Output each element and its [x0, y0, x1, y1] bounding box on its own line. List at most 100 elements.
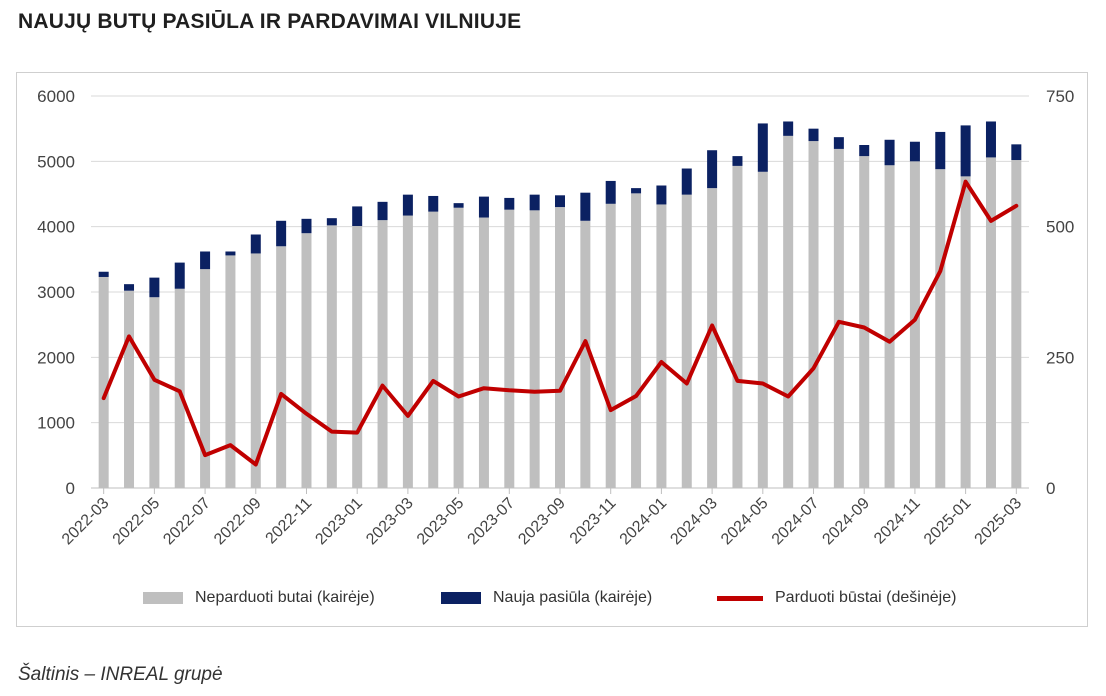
bar-new-supply	[529, 194, 540, 211]
bar-new-supply	[98, 271, 109, 277]
bar-new-supply	[478, 196, 489, 218]
bar-unsold	[301, 233, 312, 488]
y-right-tick-label: 250	[1046, 348, 1074, 367]
bar-new-supply	[884, 139, 895, 166]
bar-unsold	[859, 156, 870, 488]
bar-unsold	[529, 210, 540, 489]
x-tick-label: 2024-05	[718, 495, 772, 549]
bar-unsold	[884, 165, 895, 488]
x-tick-label: 2024-11	[871, 495, 924, 548]
bar-unsold	[605, 203, 616, 489]
bar-unsold	[935, 169, 946, 488]
x-tick-label: 2023-05	[414, 495, 468, 549]
bar-unsold	[402, 215, 413, 488]
bar-unsold	[580, 220, 591, 488]
source-note: Šaltinis – INREAL grupė	[18, 664, 223, 685]
bar-new-supply	[301, 218, 312, 234]
bar-unsold	[200, 269, 211, 488]
bar-unsold	[478, 217, 489, 488]
y-left-tick-label: 4000	[37, 218, 75, 237]
line-sold	[101, 179, 1019, 467]
x-tick-label: 2023-11	[567, 495, 620, 548]
bar-unsold	[555, 207, 565, 489]
bar-unsold	[656, 204, 667, 488]
bar-new-supply	[124, 284, 135, 291]
bar-new-supply	[276, 220, 287, 247]
bar-new-supply	[985, 121, 996, 158]
chart-frame: 0 1000 2000 3000 4000 5000 6000 0 250 500 750 2022-…	[16, 72, 1088, 627]
bar-new-supply	[149, 277, 160, 298]
bar-unsold	[276, 246, 287, 488]
y-left-tick-label: 6000	[37, 87, 75, 106]
x-tick-label: 2023-07	[465, 495, 519, 549]
bar-new-supply	[808, 128, 819, 142]
x-tick-label: 2023-01	[312, 495, 366, 549]
bar-unsold	[631, 193, 642, 488]
x-tick-label: 2024-03	[667, 495, 721, 549]
bar-new-supply	[250, 234, 261, 254]
bar-new-supply	[833, 137, 844, 149]
chart-svg: 0 1000 2000 3000 4000 5000 6000 0 250 500 750 2022-…	[37, 87, 1074, 549]
bar-unsold	[428, 211, 439, 488]
bar-new-supply	[555, 195, 565, 208]
legend-swatch-sold	[717, 595, 763, 601]
bar-unsold	[149, 297, 160, 488]
bar-unsold	[174, 288, 185, 488]
legend-swatch-unsold	[143, 592, 183, 604]
bar-new-supply	[326, 218, 337, 226]
bar-new-supply	[909, 141, 920, 162]
bar-new-supply	[174, 262, 185, 289]
bar-unsold	[909, 161, 920, 488]
bar-unsold	[681, 194, 692, 489]
legend-item-new-supply: Nauja pasiūla (kairėje)	[441, 585, 652, 611]
x-tick-label: 2024-09	[820, 495, 874, 549]
x-tick-label: 2024-07	[769, 495, 823, 549]
bar-unsold	[960, 176, 971, 489]
bar-unsold	[504, 209, 515, 488]
bar-new-supply	[656, 185, 667, 205]
legend-label-sold: Parduoti būstai (dešinėje)	[775, 589, 957, 606]
legend-swatch-new-supply	[441, 592, 481, 604]
bar-unsold	[732, 165, 743, 488]
bar-new-supply	[631, 188, 642, 194]
bar-new-supply	[681, 168, 692, 195]
bar-new-supply	[935, 131, 946, 170]
bar-new-supply	[960, 125, 971, 177]
x-tick-label: 2025-01	[921, 495, 975, 549]
y-left-tick-label: 0	[66, 479, 75, 498]
bar-new-supply	[402, 194, 413, 216]
bar-unsold	[352, 226, 363, 488]
bar-new-supply	[225, 251, 236, 256]
bar-new-supply	[352, 206, 363, 227]
legend-label-new-supply: Nauja pasiūla (kairėje)	[493, 589, 653, 606]
bar-new-supply	[504, 197, 515, 210]
bar-unsold	[377, 220, 388, 488]
bar-new-supply	[732, 156, 743, 166]
bar-new-supply	[707, 150, 718, 189]
bar-new-supply	[377, 201, 388, 221]
y-left-tick-label: 1000	[37, 414, 75, 433]
y-left-tick-label: 5000	[37, 152, 75, 171]
bar-new-supply	[200, 251, 211, 270]
legend-item-sold: Parduoti būstai (dešinėje)	[717, 585, 956, 611]
y-right-tick-label: 0	[1046, 479, 1055, 498]
x-tick-label: 2024-01	[617, 495, 671, 549]
bar-unsold	[1011, 160, 1022, 488]
bar-unsold	[783, 135, 794, 488]
x-tick-label: 2025-03	[972, 495, 1026, 549]
bar-new-supply	[428, 195, 439, 212]
bar-unsold	[98, 276, 109, 488]
x-tick-label: 2023-09	[515, 495, 569, 549]
bar-new-supply	[859, 145, 870, 157]
x-tick-label: 2022-03	[59, 495, 113, 549]
x-tick-label: 2022-11	[263, 495, 316, 548]
bar-unsold	[808, 141, 819, 488]
y-left-tick-label: 2000	[37, 348, 75, 367]
x-tick-label: 2022-07	[160, 495, 214, 549]
bar-unsold	[757, 171, 768, 488]
y-left-tick-label: 3000	[37, 283, 75, 302]
bar-new-supply	[783, 121, 794, 136]
legend-item-unsold: Neparduoti butai (kairėje)	[143, 585, 375, 611]
bar-new-supply	[453, 203, 464, 208]
x-tick-label: 2022-05	[110, 495, 164, 549]
